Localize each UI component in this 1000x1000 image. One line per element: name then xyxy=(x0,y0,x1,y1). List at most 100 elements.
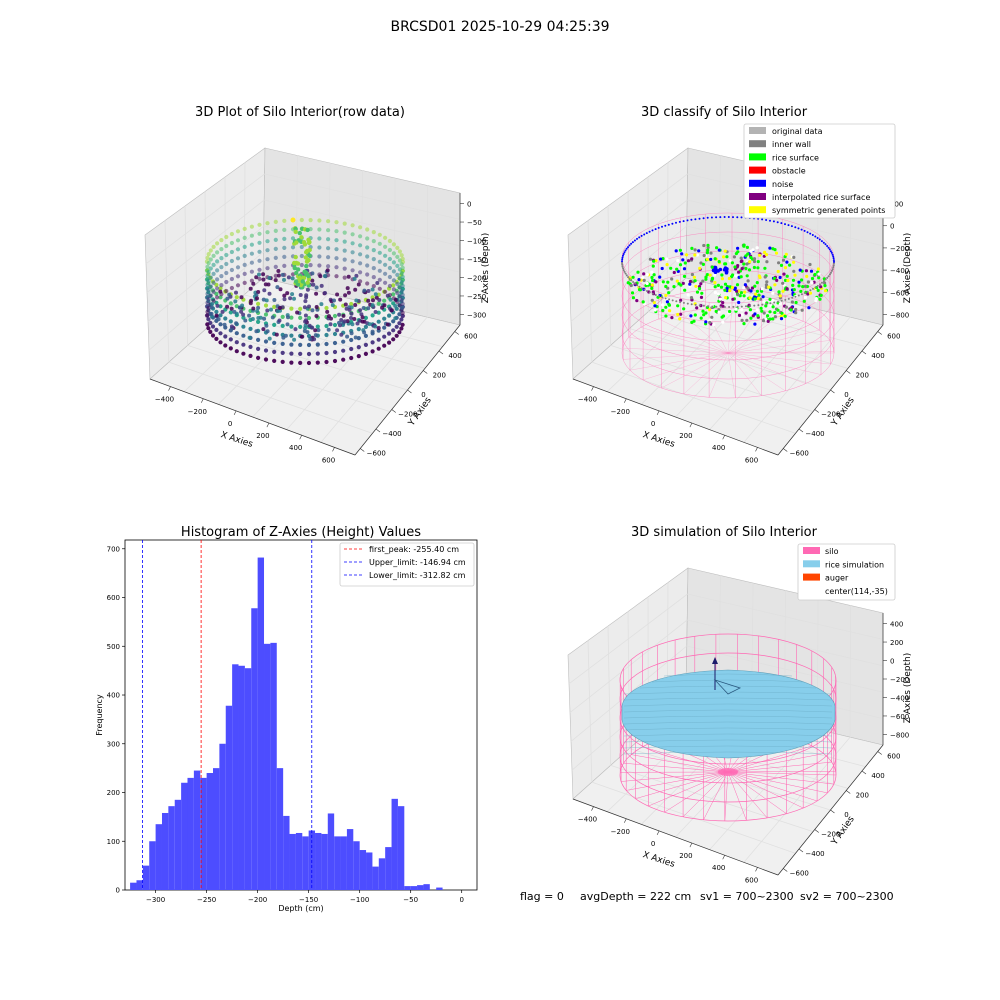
data-point xyxy=(261,277,266,282)
data-point xyxy=(241,324,246,329)
data-point xyxy=(316,328,321,333)
wall-point xyxy=(621,260,623,263)
classified-point xyxy=(722,255,726,259)
data-point xyxy=(304,263,309,269)
data-point xyxy=(341,313,346,318)
data-point xyxy=(293,229,298,234)
classified-point xyxy=(817,272,821,276)
x-tick-label: −200 xyxy=(248,896,267,904)
classified-point xyxy=(742,294,746,298)
data-point xyxy=(214,313,219,318)
data-point xyxy=(224,243,229,249)
data-point xyxy=(289,306,294,311)
y-tick-label: 600 xyxy=(464,333,477,341)
rice-mesh-line xyxy=(651,679,805,683)
data-point xyxy=(373,292,378,297)
axes-grid-line xyxy=(568,173,688,265)
data-point xyxy=(234,331,239,336)
classified-point xyxy=(716,292,721,296)
panel-simulation-legend: silo rice simulation auger center(114,-35) xyxy=(797,543,896,601)
histogram-bar xyxy=(359,850,367,890)
classified-point xyxy=(635,299,639,303)
classified-point xyxy=(745,318,749,322)
data-point xyxy=(242,271,247,276)
wall-point xyxy=(679,301,682,304)
classified-point xyxy=(626,281,630,285)
classified-point xyxy=(754,292,758,296)
data-point xyxy=(371,230,376,235)
data-point xyxy=(262,288,267,293)
data-point xyxy=(356,327,361,332)
classified-point xyxy=(735,283,740,287)
data-point xyxy=(400,265,405,270)
classified-point xyxy=(762,311,766,315)
data-point xyxy=(249,251,254,256)
classified-point xyxy=(738,294,742,298)
classified-point xyxy=(664,305,668,309)
legend-swatch xyxy=(749,193,766,200)
data-point xyxy=(250,317,255,321)
silo-floor-spoke xyxy=(680,312,729,354)
data-point xyxy=(210,302,215,306)
wall-point xyxy=(832,266,835,269)
histogram-bar xyxy=(251,608,258,890)
classified-point xyxy=(792,288,796,292)
wall-point xyxy=(623,251,626,254)
data-point xyxy=(342,319,347,324)
data-point xyxy=(387,283,392,289)
y-tick-mark xyxy=(783,868,788,872)
data-point xyxy=(239,309,244,314)
axes-grid-line xyxy=(568,593,688,685)
classified-point xyxy=(768,297,772,301)
silo-floor-spoke xyxy=(703,771,729,820)
silo-floor-spoke xyxy=(682,771,729,817)
wall-point xyxy=(832,259,835,262)
panel-simulation-z-ticks: 400 200 0 −200 −400 −600 −800 xyxy=(883,621,909,739)
wall-point xyxy=(784,223,786,226)
z-tick-label: −600 xyxy=(890,289,909,297)
wall-point xyxy=(732,216,734,219)
classified-point xyxy=(797,284,801,288)
legend-swatch xyxy=(749,179,766,187)
data-point xyxy=(377,250,382,255)
classified-point xyxy=(676,304,680,308)
classified-point xyxy=(704,320,708,324)
classified-point xyxy=(651,278,655,283)
classified-point xyxy=(765,260,769,264)
data-point xyxy=(220,309,225,314)
rice-mesh-line xyxy=(623,703,833,707)
classified-point xyxy=(744,266,748,271)
classified-point xyxy=(717,310,721,314)
classified-point xyxy=(749,316,753,320)
classified-point xyxy=(723,282,728,286)
data-point xyxy=(326,255,331,260)
data-point xyxy=(256,305,261,310)
silo-floor-spoke xyxy=(661,352,729,389)
classified-point xyxy=(708,320,712,325)
data-point xyxy=(218,322,223,327)
y-tick-label: −600 xyxy=(790,450,809,458)
legend-label: rice simulation xyxy=(825,560,884,569)
wall-point xyxy=(621,262,623,264)
data-point xyxy=(275,285,280,290)
data-point xyxy=(327,314,331,319)
classified-point xyxy=(823,289,828,293)
wall-point xyxy=(664,224,667,227)
wall-point xyxy=(787,224,790,227)
data-point xyxy=(308,263,313,268)
data-point xyxy=(350,223,355,228)
data-point xyxy=(289,351,294,356)
data-point xyxy=(297,230,302,236)
data-point xyxy=(387,238,392,244)
y-tick-label: 400 xyxy=(107,692,120,700)
wall-point xyxy=(745,305,747,308)
classified-point xyxy=(801,285,805,289)
data-point xyxy=(256,355,261,360)
wall-point xyxy=(622,253,625,255)
y-tick-mark xyxy=(391,409,396,413)
data-point xyxy=(383,280,388,285)
data-point xyxy=(304,293,309,298)
data-point xyxy=(361,306,366,310)
data-point xyxy=(303,313,308,318)
silo-floor-spoke xyxy=(727,771,768,819)
